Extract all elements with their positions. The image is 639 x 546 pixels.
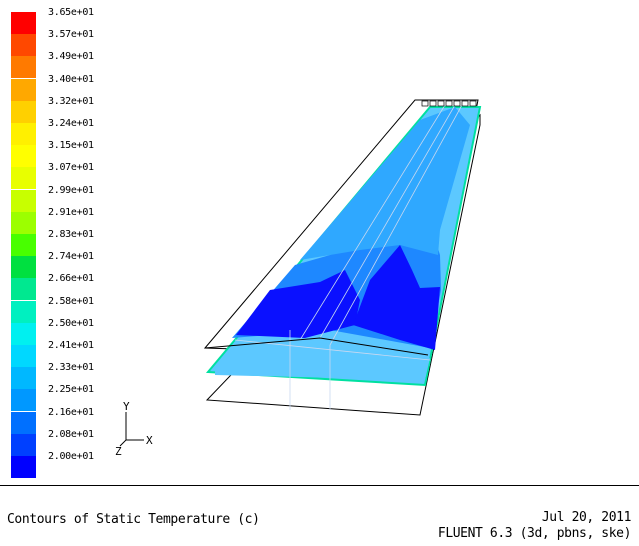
colorbar-tick-label: 2.16e+01 xyxy=(48,406,94,418)
colorbar-swatch xyxy=(11,322,36,345)
axis-x-label: X xyxy=(146,434,153,447)
colorbar-swatch xyxy=(11,189,36,212)
colorbar-swatch xyxy=(11,167,36,190)
axis-triad: Y Z X xyxy=(115,400,153,458)
colorbar-tick-label: 3.07e+01 xyxy=(48,162,94,174)
colorbar-tick-label: 2.00e+01 xyxy=(48,451,94,462)
contour-scene xyxy=(203,99,482,416)
colorbar-tick-label: 2.58e+01 xyxy=(48,295,94,307)
upper-surface-ridge xyxy=(204,337,429,356)
colorbar-swatch xyxy=(11,278,36,301)
colorbar-swatch xyxy=(11,145,36,168)
colorbar-tick-label: 2.91e+01 xyxy=(48,206,94,218)
colorbar-swatch xyxy=(11,256,36,279)
graphics-viewport: 3.65e+01 3.57e+01 3.49e+01 3.40e+01 3.32e+01… xyxy=(11,7,482,478)
caption-divider xyxy=(0,485,639,486)
colorbar-tick-label: 3.24e+01 xyxy=(48,118,94,129)
colorbar-tick-label: 2.83e+01 xyxy=(48,229,94,240)
colorbar-swatch xyxy=(11,456,36,478)
colorbar-tick-label: 2.25e+01 xyxy=(48,384,94,396)
contour-root-strip xyxy=(215,340,430,380)
colorbar-swatch xyxy=(11,123,36,145)
colorbar-tick-label: 2.99e+01 xyxy=(48,184,94,196)
colorbar-swatch xyxy=(11,34,36,57)
colorbar-tick-label: 3.40e+01 xyxy=(48,73,94,85)
colorbar-tick-label: 3.49e+01 xyxy=(48,51,94,63)
colorbar-tick-label: 2.08e+01 xyxy=(48,428,94,440)
colorbar-swatch xyxy=(11,100,36,123)
colorbar-swatch xyxy=(11,56,36,79)
axis-z-label: Z xyxy=(115,445,122,458)
colorbar-swatch xyxy=(11,367,36,390)
contour-core-left xyxy=(236,270,360,338)
colorbar-swatch xyxy=(11,433,36,456)
colorbar-tick-label: 2.50e+01 xyxy=(48,317,94,329)
colorbar-tick-label: 3.65e+01 xyxy=(48,7,94,18)
plot-caption-title: Contours of Static Temperature (c) xyxy=(7,512,260,527)
colorbar-swatch xyxy=(11,234,36,256)
colorbar-swatch xyxy=(11,345,36,367)
plot-caption-solver: FLUENT 6.3 (3d, pbns, ske) xyxy=(437,526,631,541)
colorbar-tick-label: 2.33e+01 xyxy=(48,362,94,374)
colorbar-swatch xyxy=(11,78,36,101)
colorbar-swatch xyxy=(11,411,36,434)
colorbar-tick-label: 2.41e+01 xyxy=(48,340,94,351)
colorbar-swatch xyxy=(11,211,36,234)
tip-ribs xyxy=(421,100,477,107)
colorbar-tick-label: 3.32e+01 xyxy=(48,95,94,107)
colorbar-tick-label: 2.74e+01 xyxy=(48,251,94,263)
colorbar-tick-label: 3.15e+01 xyxy=(48,140,94,152)
colorbar-tick-label: 3.57e+01 xyxy=(48,29,94,41)
colorbar-swatch xyxy=(11,389,36,412)
contour-band-light xyxy=(300,107,470,260)
axis-y-label: Y xyxy=(123,400,130,413)
colorbar-swatch xyxy=(11,12,36,34)
mesh-lines xyxy=(234,104,463,410)
colorbar-swatch xyxy=(11,300,36,323)
colorbar-tick-label: 2.66e+01 xyxy=(48,273,94,285)
contour-core-right xyxy=(353,245,440,350)
plot-caption-date: Jul 20, 2011 xyxy=(541,510,632,525)
